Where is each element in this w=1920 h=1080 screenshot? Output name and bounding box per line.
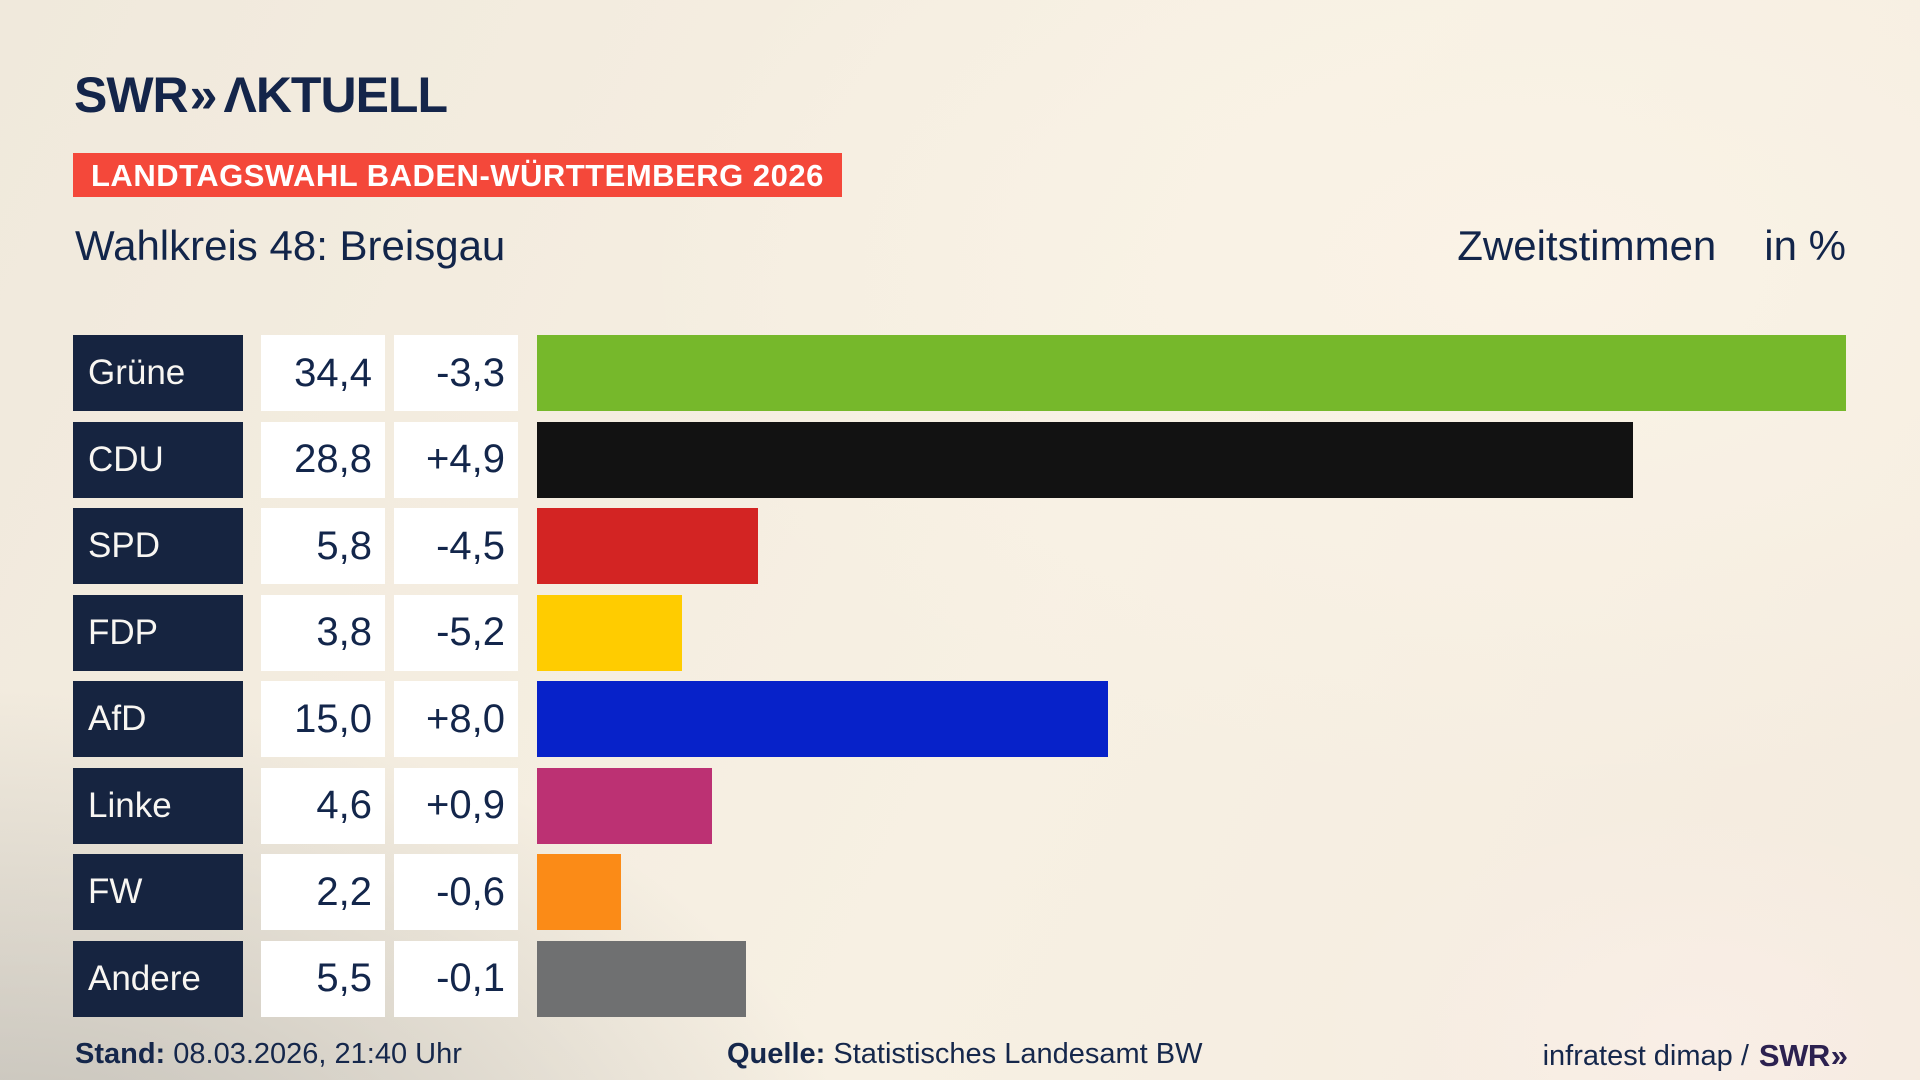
credit-text: infratest dimap / (1542, 1039, 1749, 1072)
stand-value: 08.03.2026, 21:40 Uhr (173, 1038, 462, 1070)
result-row: Grüne 34,4 -3,3 (73, 335, 1846, 411)
party-value: 15,0 (261, 681, 385, 757)
result-row: FDP 3,8 -5,2 (73, 594, 1846, 671)
vote-type-label: Zweitstimmen (1457, 222, 1717, 269)
result-row: Andere 5,5 -0,1 (73, 940, 1846, 1017)
party-value: 34,4 (261, 335, 385, 411)
swr-logo-small-chevrons-icon: » (1830, 1038, 1848, 1073)
party-change: -0,1 (394, 940, 518, 1017)
party-label: SPD (73, 508, 243, 584)
swr-logo-small-text: SWR (1758, 1038, 1830, 1073)
party-bar (537, 508, 758, 584)
logo-brand-text: SWR (74, 67, 189, 123)
party-value: 5,8 (261, 508, 385, 584)
results-bar-chart: Grüne 34,4 -3,3 CDU 28,8 +4,9 SPD 5,8 -4… (73, 335, 1846, 1017)
party-label: FDP (73, 594, 243, 671)
result-row: SPD 5,8 -4,5 (73, 508, 1846, 584)
result-row: Linke 4,6 +0,9 (73, 767, 1846, 844)
vote-type-title: Zweitstimmen in % (1457, 222, 1846, 270)
party-label: Andere (73, 940, 243, 1017)
party-value: 2,2 (261, 854, 385, 930)
party-value: 4,6 (261, 767, 385, 844)
party-label: AfD (73, 681, 243, 757)
stand-label: Stand: (75, 1038, 166, 1070)
source-value: Statistisches Landesamt BW (833, 1038, 1203, 1070)
footer-stand: Stand: 08.03.2026, 21:40 Uhr (75, 1038, 462, 1071)
footer-source: Quelle: Statistisches Landesamt BW (727, 1038, 1202, 1071)
party-bar (537, 854, 621, 930)
party-value: 5,5 (261, 940, 385, 1017)
result-row: FW 2,2 -0,6 (73, 854, 1846, 930)
party-change: +4,9 (394, 421, 518, 498)
party-value: 28,8 (261, 421, 385, 498)
party-bar (537, 681, 1108, 757)
party-change: -3,3 (394, 335, 518, 411)
footer-credit: infratest dimap / SWR » (1542, 1038, 1848, 1074)
party-change: -5,2 (394, 594, 518, 671)
party-value: 3,8 (261, 594, 385, 671)
party-label: Linke (73, 767, 243, 844)
party-change: +8,0 (394, 681, 518, 757)
source-label: Quelle: (727, 1038, 826, 1070)
party-label: Grüne (73, 335, 243, 411)
party-change: -0,6 (394, 854, 518, 930)
result-row: AfD 15,0 +8,0 (73, 681, 1846, 757)
party-label: FW (73, 854, 243, 930)
result-row: CDU 28,8 +4,9 (73, 421, 1846, 498)
party-bar (537, 940, 747, 1017)
party-bar (537, 594, 682, 671)
party-bar (537, 421, 1633, 498)
election-banner: LANDTAGSWAHL BADEN-WÜRTTEMBERG 2026 (73, 153, 842, 197)
logo-chevrons-icon: » (189, 67, 218, 123)
party-label: CDU (73, 421, 243, 498)
party-bar (537, 767, 712, 844)
swr-aktuell-logo: SWR » ΛKTUELL (74, 66, 448, 124)
logo-suffix-text: ΛKTUELL (223, 67, 448, 123)
swr-logo-small: SWR » (1758, 1038, 1848, 1074)
unit-label: in % (1764, 222, 1846, 269)
constituency-title: Wahlkreis 48: Breisgau (75, 222, 506, 269)
party-change: +0,9 (394, 767, 518, 844)
party-change: -4,5 (394, 508, 518, 584)
party-bar (537, 335, 1846, 411)
